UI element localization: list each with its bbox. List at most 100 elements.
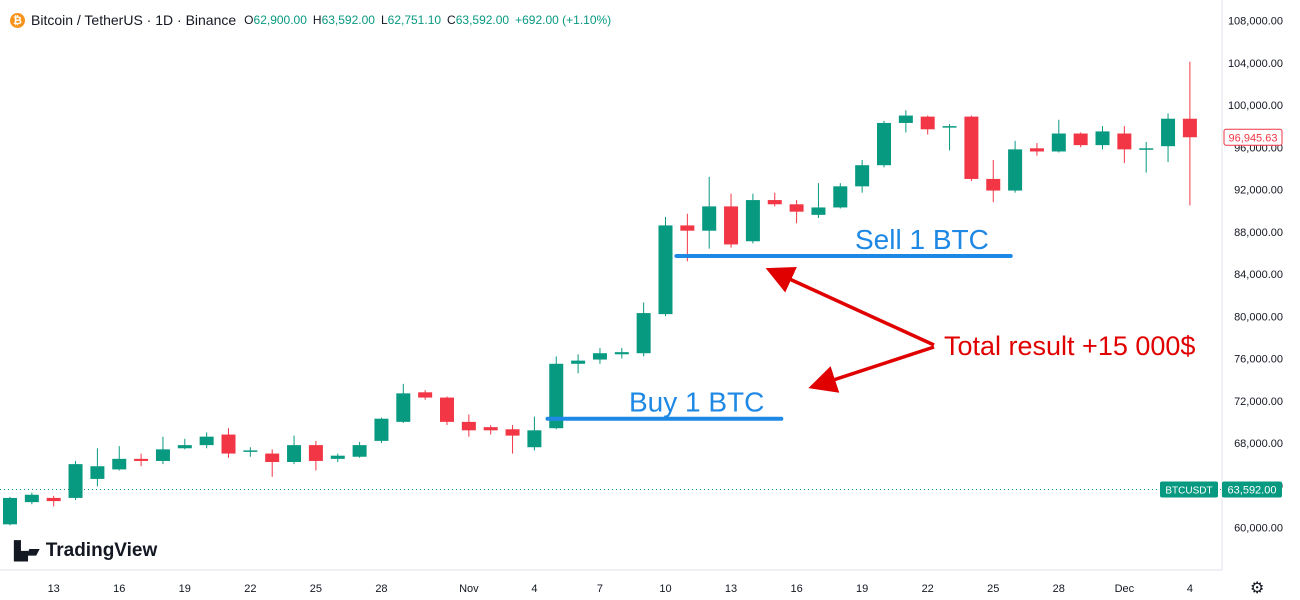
candle-body[interactable] bbox=[265, 453, 280, 463]
candle-body[interactable] bbox=[330, 455, 345, 459]
low-value: 62,751.10 bbox=[387, 13, 442, 27]
open-value: 62,900.00 bbox=[253, 13, 307, 27]
candle-body[interactable] bbox=[177, 445, 192, 449]
y-tick-label: 72,000.00 bbox=[1234, 396, 1283, 408]
candle-body[interactable] bbox=[636, 313, 651, 354]
candle-body[interactable] bbox=[1161, 118, 1176, 147]
x-tick-label: 28 bbox=[375, 583, 387, 595]
x-tick-label: 25 bbox=[987, 583, 999, 595]
brand-name: TradingView bbox=[45, 540, 158, 561]
current-price-label: 63,592.00 bbox=[1228, 485, 1277, 497]
candle-body[interactable] bbox=[46, 497, 61, 502]
candle-body[interactable] bbox=[724, 206, 739, 245]
y-tick-label: 100,000.00 bbox=[1228, 100, 1283, 112]
x-tick-label: 28 bbox=[1053, 583, 1065, 595]
high-value: 63,592.00 bbox=[321, 13, 375, 27]
x-tick-label: 4 bbox=[1187, 583, 1193, 595]
symbol-badge-label: BTCUSDT bbox=[1165, 486, 1212, 497]
tradingview-logo[interactable]: ▙▰ TradingView bbox=[14, 540, 157, 562]
candle-body[interactable] bbox=[680, 225, 695, 231]
candle-body[interactable] bbox=[418, 392, 433, 398]
result-arrow-to-sell bbox=[765, 266, 935, 347]
x-tick-label: 22 bbox=[244, 583, 256, 595]
y-tick-label: 108,000.00 bbox=[1228, 16, 1283, 28]
candle-body[interactable] bbox=[1073, 133, 1088, 146]
candle-body[interactable] bbox=[942, 126, 957, 128]
candle-body[interactable] bbox=[811, 207, 826, 215]
y-tick-label: 80,000.00 bbox=[1234, 311, 1283, 323]
x-tick-label: 13 bbox=[725, 583, 737, 595]
candle-body[interactable] bbox=[1029, 148, 1044, 152]
candle-body[interactable] bbox=[767, 200, 782, 205]
candle-body[interactable] bbox=[440, 397, 454, 422]
candle-body[interactable] bbox=[505, 429, 520, 436]
candle-body[interactable] bbox=[1117, 133, 1132, 150]
candle-body[interactable] bbox=[396, 393, 411, 422]
candle-body[interactable] bbox=[68, 464, 83, 498]
x-tick-label: 16 bbox=[790, 583, 802, 595]
ohlc-values: O 62,900.00 H 63,592.00 L 62,751.10 C 63,592… bbox=[244, 13, 617, 27]
x-tick-label: 13 bbox=[48, 583, 60, 595]
y-tick-label: 104,000.00 bbox=[1228, 58, 1283, 70]
candle-body[interactable] bbox=[549, 363, 564, 429]
last-price-label: 96,945.63 bbox=[1229, 132, 1278, 144]
chart-header: ₿ Bitcoin / TetherUS · 1D · Binance O 62,… bbox=[10, 10, 617, 30]
close-label: C bbox=[447, 13, 456, 27]
candle-body[interactable] bbox=[1095, 131, 1110, 146]
candle-body[interactable] bbox=[702, 206, 717, 231]
candle-body[interactable] bbox=[527, 430, 542, 448]
x-tick-label: Nov bbox=[459, 583, 479, 595]
y-tick-label: 84,000.00 bbox=[1234, 269, 1283, 281]
x-tick-label: 22 bbox=[922, 583, 934, 595]
current-price-box bbox=[1222, 481, 1282, 498]
candle-body[interactable] bbox=[3, 497, 17, 525]
y-tick-label: 60,000.00 bbox=[1234, 523, 1283, 535]
x-tick-label: 16 bbox=[113, 583, 125, 595]
candle-body[interactable] bbox=[483, 427, 498, 431]
candle-body[interactable] bbox=[789, 204, 804, 212]
candle-body[interactable] bbox=[1051, 133, 1066, 152]
candle-body[interactable] bbox=[134, 458, 149, 461]
candle-body[interactable] bbox=[1182, 118, 1197, 138]
candle-body[interactable] bbox=[964, 116, 979, 179]
candle-body[interactable] bbox=[571, 360, 586, 364]
result-arrow-to-buy bbox=[808, 345, 935, 393]
symbol-title[interactable]: Bitcoin / TetherUS · 1D · Binance bbox=[31, 12, 237, 28]
candle-body[interactable] bbox=[1008, 149, 1023, 191]
candle-body[interactable] bbox=[1139, 148, 1154, 150]
x-tick-label: 10 bbox=[659, 583, 671, 595]
high-label: H bbox=[312, 13, 322, 27]
candle-body[interactable] bbox=[658, 225, 673, 315]
tradingview-logo-icon: ▙▰ bbox=[14, 540, 40, 562]
y-tick-label: 76,000.00 bbox=[1234, 354, 1283, 366]
candle-body[interactable] bbox=[920, 116, 935, 130]
candle-body[interactable] bbox=[287, 445, 302, 463]
candle-body[interactable] bbox=[614, 352, 629, 355]
candle-body[interactable] bbox=[461, 421, 476, 431]
y-tick-label: 92,000.00 bbox=[1234, 185, 1283, 197]
candle-body[interactable] bbox=[90, 466, 105, 479]
gear-icon[interactable]: ⚙ bbox=[1250, 578, 1265, 597]
candle-body[interactable] bbox=[833, 186, 848, 208]
candle-body[interactable] bbox=[855, 165, 870, 187]
candle-body[interactable] bbox=[592, 353, 607, 360]
candle-body[interactable] bbox=[112, 458, 127, 470]
candle-body[interactable] bbox=[352, 445, 367, 457]
candle-body[interactable] bbox=[221, 434, 236, 454]
candle-body[interactable] bbox=[986, 178, 1001, 191]
result-label: Total result +15 000$ bbox=[944, 331, 1195, 361]
x-tick-label: 19 bbox=[856, 583, 868, 595]
candle-body[interactable] bbox=[199, 436, 214, 446]
candle-body[interactable] bbox=[308, 445, 323, 461]
change-value: +692.00 (+1.10%) bbox=[515, 13, 612, 27]
candle-body[interactable] bbox=[877, 122, 891, 166]
candle-body[interactable] bbox=[374, 418, 389, 441]
candle-body[interactable] bbox=[898, 115, 913, 123]
candle-body[interactable] bbox=[24, 494, 39, 503]
candle-body[interactable] bbox=[745, 200, 760, 242]
candle-body[interactable] bbox=[243, 450, 258, 452]
x-tick-label: 7 bbox=[597, 583, 603, 595]
y-tick-label: 68,000.00 bbox=[1234, 438, 1283, 450]
candle-body[interactable] bbox=[155, 449, 170, 461]
